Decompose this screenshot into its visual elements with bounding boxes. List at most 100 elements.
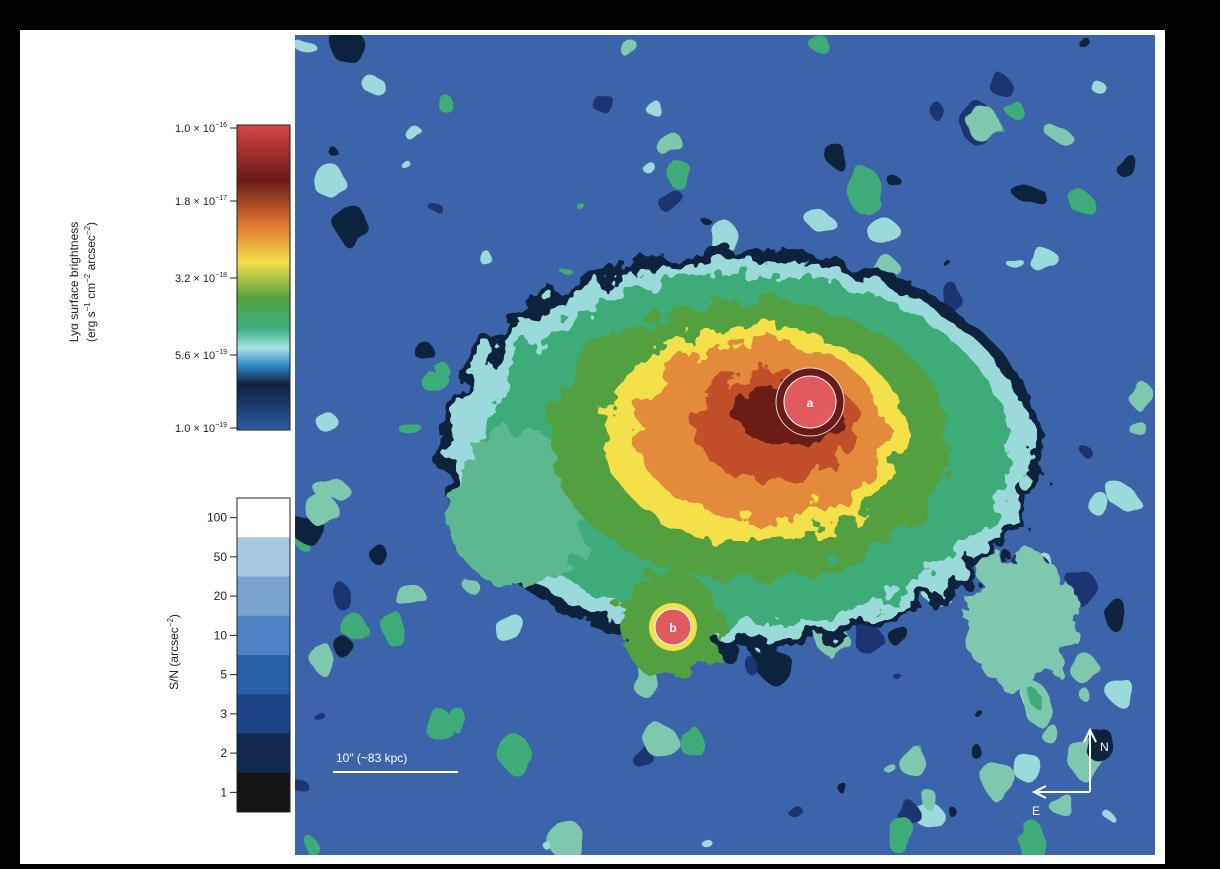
speck bbox=[405, 129, 424, 141]
speck bbox=[748, 661, 761, 677]
tick-exponent: −17 bbox=[215, 195, 227, 202]
speck bbox=[987, 72, 1007, 94]
colorbar bbox=[237, 125, 290, 430]
speck bbox=[948, 809, 958, 816]
sn-block bbox=[237, 655, 290, 695]
tick-label: 100 bbox=[207, 511, 227, 525]
speck bbox=[368, 544, 387, 563]
speck bbox=[868, 220, 901, 246]
speck bbox=[378, 611, 405, 642]
speck bbox=[421, 370, 449, 393]
speck bbox=[482, 253, 494, 267]
speck bbox=[666, 161, 693, 188]
speck bbox=[1078, 688, 1089, 700]
speck bbox=[1049, 129, 1071, 142]
speck bbox=[294, 38, 314, 51]
speck bbox=[889, 176, 900, 188]
speck bbox=[1015, 184, 1043, 204]
sn-block bbox=[237, 616, 290, 656]
tick-exponent: −19 bbox=[215, 349, 227, 356]
speck bbox=[983, 762, 1016, 800]
speck bbox=[313, 412, 337, 429]
speck bbox=[402, 161, 411, 170]
tick-exponent: −19 bbox=[215, 422, 227, 429]
tick-label: 10 bbox=[214, 628, 228, 642]
speck bbox=[314, 162, 343, 197]
speck bbox=[703, 840, 713, 849]
colorbar-label: Lyα surface brightness bbox=[67, 222, 81, 343]
label-part: ) bbox=[84, 222, 98, 226]
tick-label: 2 bbox=[220, 746, 227, 760]
speck bbox=[884, 816, 916, 852]
speck bbox=[655, 136, 686, 155]
sn-block bbox=[237, 537, 290, 577]
speck bbox=[1105, 601, 1130, 632]
source-label: a bbox=[807, 396, 814, 410]
speck bbox=[827, 647, 835, 658]
label-part: ) bbox=[167, 614, 181, 618]
tick-label: 1 bbox=[220, 785, 227, 799]
map: a b 10″ (~83 kpc) N E bbox=[291, 21, 1155, 864]
speck bbox=[1029, 246, 1056, 272]
speck bbox=[659, 188, 684, 215]
sn-block bbox=[237, 577, 290, 617]
tick-label: 5 bbox=[220, 668, 227, 682]
speck bbox=[899, 746, 926, 777]
speck bbox=[1128, 418, 1144, 434]
speck bbox=[415, 344, 436, 361]
speck bbox=[809, 212, 833, 231]
tick-exponent: −16 bbox=[215, 122, 227, 129]
speck bbox=[395, 587, 428, 608]
sn-block bbox=[237, 498, 290, 538]
speck bbox=[495, 614, 528, 644]
speck bbox=[573, 200, 582, 206]
speck bbox=[967, 108, 1001, 142]
speck bbox=[319, 717, 330, 726]
speck bbox=[432, 204, 443, 214]
speck bbox=[921, 789, 936, 809]
sn-block bbox=[237, 773, 290, 813]
speck bbox=[309, 643, 334, 672]
speck bbox=[464, 580, 479, 594]
speck bbox=[1068, 192, 1094, 210]
speck bbox=[338, 640, 356, 661]
speck bbox=[595, 93, 613, 116]
speck bbox=[704, 221, 714, 227]
tick-exponent: −18 bbox=[215, 272, 227, 279]
speck bbox=[448, 707, 465, 731]
speck bbox=[972, 708, 981, 715]
sn-block bbox=[237, 694, 290, 734]
speck bbox=[883, 762, 896, 772]
speck bbox=[398, 421, 420, 435]
speck bbox=[343, 616, 369, 641]
speck bbox=[1081, 448, 1092, 457]
label-part: cm bbox=[84, 283, 98, 302]
speck bbox=[641, 157, 651, 171]
speck bbox=[1071, 656, 1100, 684]
speck bbox=[1085, 493, 1110, 512]
speck bbox=[1037, 722, 1056, 739]
speck bbox=[565, 270, 575, 279]
label-part: arcsec bbox=[84, 235, 98, 274]
speck bbox=[837, 781, 846, 792]
tick-label: 20 bbox=[214, 589, 228, 603]
speck bbox=[337, 205, 368, 247]
speck bbox=[786, 805, 803, 815]
speck bbox=[1006, 100, 1023, 118]
speck bbox=[943, 260, 951, 267]
speck bbox=[329, 21, 360, 62]
speck bbox=[812, 35, 828, 55]
label-part: (erg s bbox=[84, 311, 98, 342]
speck bbox=[1114, 152, 1136, 177]
speck bbox=[898, 678, 906, 684]
speck bbox=[676, 725, 702, 754]
speck bbox=[547, 818, 583, 858]
speck bbox=[970, 744, 981, 758]
speck bbox=[1110, 487, 1137, 509]
sn-block bbox=[237, 734, 290, 774]
speck bbox=[1029, 692, 1043, 706]
speck bbox=[827, 146, 848, 168]
speck bbox=[303, 837, 317, 852]
label-part: S/N (arcsec bbox=[167, 627, 181, 690]
tick-mantissa: 1.0 × 10 bbox=[175, 123, 215, 135]
